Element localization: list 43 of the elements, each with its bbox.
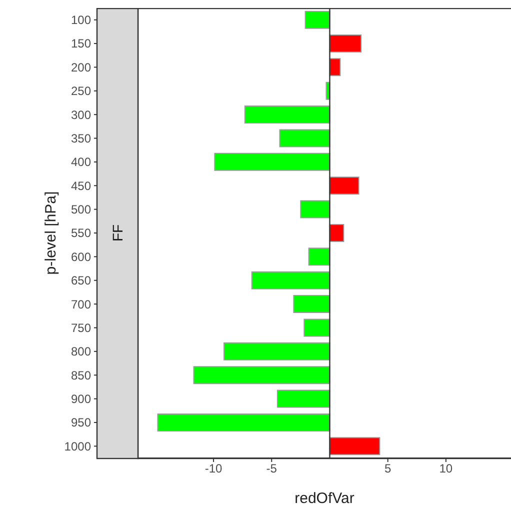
x-tick-label: 5 — [384, 462, 392, 476]
y-tick-label: 750 — [70, 320, 92, 335]
bar — [157, 413, 330, 432]
bar — [293, 295, 330, 314]
bar — [329, 34, 362, 52]
bar — [308, 248, 330, 266]
bar — [329, 224, 344, 242]
y-tick-label: 550 — [70, 226, 92, 240]
bar — [329, 437, 380, 456]
bar — [304, 318, 330, 337]
x-tick-label: -5 — [266, 462, 278, 476]
y-tick-label: 300 — [70, 108, 92, 122]
text: FF — [110, 224, 126, 242]
bar — [304, 10, 330, 29]
y-axis-title: p-level [hPa] — [42, 191, 60, 275]
bar — [276, 390, 330, 408]
x-tick-label: -10 — [204, 462, 223, 476]
y-tick-label: 650 — [70, 274, 92, 288]
bar — [329, 176, 360, 195]
y-tick-label: 950 — [70, 416, 92, 430]
y-tick-label: 350 — [70, 131, 92, 146]
bar — [279, 129, 330, 148]
x-axis-title: redOfVar — [294, 490, 354, 507]
bar — [214, 152, 330, 171]
bar — [223, 342, 330, 360]
bar — [244, 106, 330, 124]
y-tick-label: 200 — [70, 60, 92, 74]
bar — [193, 366, 330, 384]
y-tick-label: 250 — [70, 84, 92, 98]
x-tick-label: 10 — [439, 462, 453, 476]
y-tick-label: 600 — [70, 250, 92, 264]
bar — [300, 200, 330, 218]
y-tick-label: 150 — [70, 36, 92, 51]
y-tick-label: 450 — [70, 178, 92, 193]
y-tick-label: 500 — [70, 202, 92, 217]
y-tick-label: 700 — [70, 297, 92, 312]
y-tick-label: 800 — [70, 344, 92, 359]
y-tick-label: 100 — [70, 13, 92, 28]
y-tick-label: 900 — [70, 392, 92, 406]
bar — [251, 271, 330, 290]
y-tick-label: 850 — [70, 368, 92, 382]
y-tick-label: 400 — [70, 155, 92, 170]
y-tick-label: 1000 — [64, 439, 92, 454]
